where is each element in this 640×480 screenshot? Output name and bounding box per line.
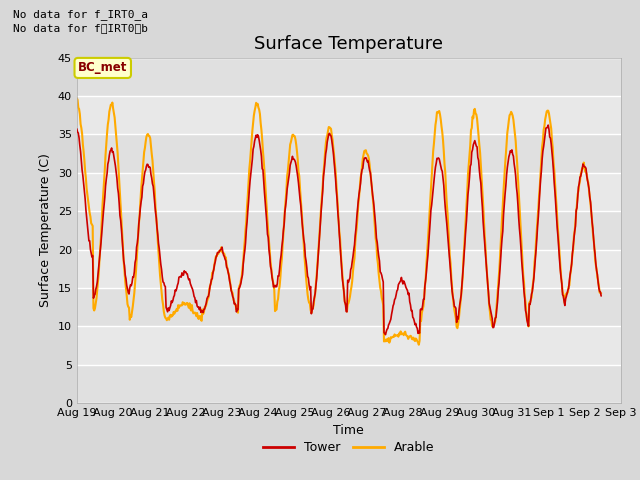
Bar bbox=[77, 365, 621, 403]
Text: No data for f_IRT0_a: No data for f_IRT0_a bbox=[13, 9, 148, 20]
X-axis label: Time: Time bbox=[333, 424, 364, 437]
Bar bbox=[77, 96, 621, 134]
Bar bbox=[77, 211, 621, 250]
Legend: Tower, Arable: Tower, Arable bbox=[258, 436, 440, 459]
Bar bbox=[77, 173, 621, 211]
Bar bbox=[77, 134, 621, 173]
Title: Surface Temperature: Surface Temperature bbox=[254, 35, 444, 53]
Bar bbox=[77, 250, 621, 288]
Text: BC_met: BC_met bbox=[78, 61, 127, 74]
Bar bbox=[77, 288, 621, 326]
Bar bbox=[77, 326, 621, 365]
Text: No data for f͟IRT0͟b: No data for f͟IRT0͟b bbox=[13, 23, 148, 33]
Bar bbox=[77, 58, 621, 96]
Y-axis label: Surface Temperature (C): Surface Temperature (C) bbox=[39, 154, 52, 307]
